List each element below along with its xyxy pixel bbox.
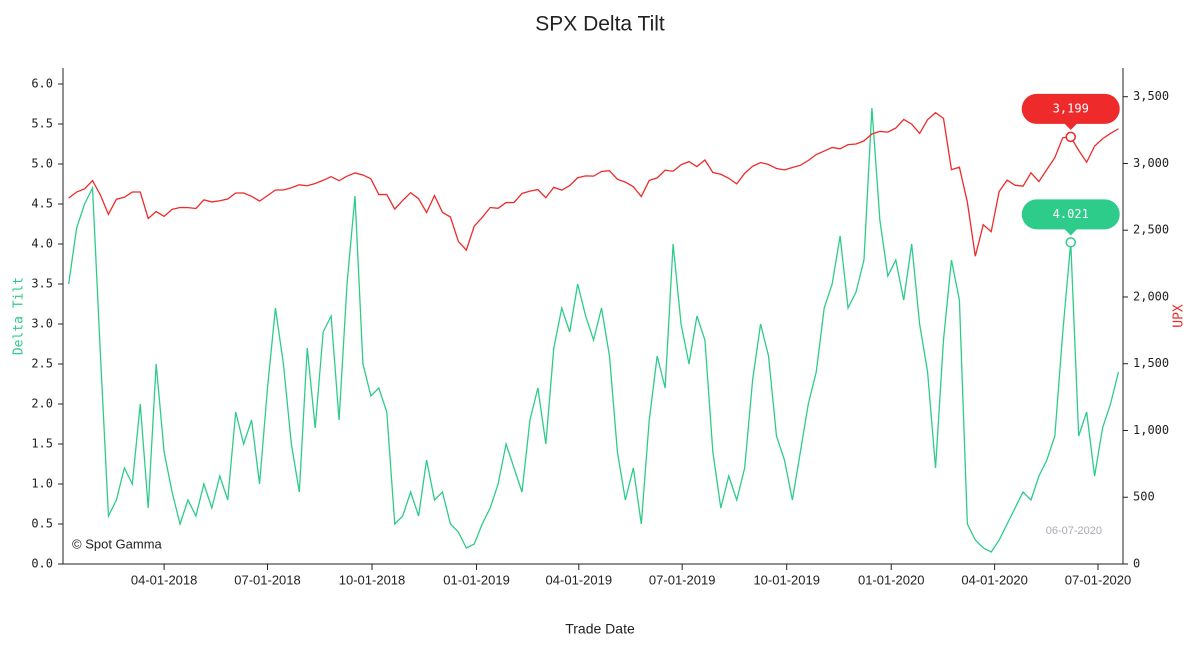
x-tick-label: 10-01-2019 [753,572,820,587]
x-tick-label: 07-01-2018 [234,572,301,587]
callout-box [1021,93,1120,130]
y-tick-label: 2.0 [31,397,53,411]
y2-tick-label: 500 [1133,490,1155,504]
y-axis-title: Delta Tilt [12,277,27,355]
callout-label: 4.021 [1053,207,1089,221]
x-tick-label: 01-01-2019 [443,572,510,587]
callout-label: 3,199 [1053,101,1089,115]
y-tick-label: 3.0 [31,317,53,331]
y2-tick-label: 3,500 [1133,89,1169,103]
y-tick-label: 1.0 [31,477,53,491]
callout-point [1065,131,1076,143]
x-tick-label: 04-01-2019 [546,572,613,587]
x-tick-label: 10-01-2018 [339,572,406,587]
y-tick-label: 0.5 [31,517,53,531]
y2-tick-label: 1,500 [1133,356,1169,370]
y2-tick-label: 2,500 [1133,223,1169,237]
x-tick-label: 01-01-2020 [858,572,925,587]
watermark: © Spot Gamma [72,536,163,551]
y-tick-label: 6.0 [31,77,53,91]
callout-point [1065,237,1076,248]
x-axis-title: Trade Date [565,621,635,637]
y-tick-label: 3.5 [31,277,53,291]
series-line [68,111,1119,257]
y2-axis-title: UPX [1172,304,1187,328]
series-line [68,107,1120,553]
y-tick-label: 1.5 [31,437,53,451]
y-tick-label: 5.0 [31,157,53,171]
y2-tick-label: 2,000 [1133,289,1169,303]
y2-tick-label: 3,000 [1133,156,1169,170]
y-tick-label: 0.0 [31,557,53,571]
y-tick-label: 4.5 [31,197,53,211]
y-tick-label: 5.5 [31,117,53,131]
y-tick-label: 4.0 [31,237,53,251]
y2-tick-label: 1,000 [1133,423,1169,437]
x-tick-label: 07-01-2019 [649,572,716,587]
callout-box [1021,199,1120,236]
x-tick-label: 04-01-2020 [961,572,1028,587]
chart-title: SPX Delta Tilt [535,13,665,36]
y2-tick-label: 0 [1133,557,1140,571]
x-tick-label: 07-01-2020 [1065,572,1132,587]
date-label: 06-07-2020 [1046,525,1102,537]
y-tick-label: 2.5 [31,357,53,371]
x-tick-label: 04-01-2018 [131,572,198,587]
